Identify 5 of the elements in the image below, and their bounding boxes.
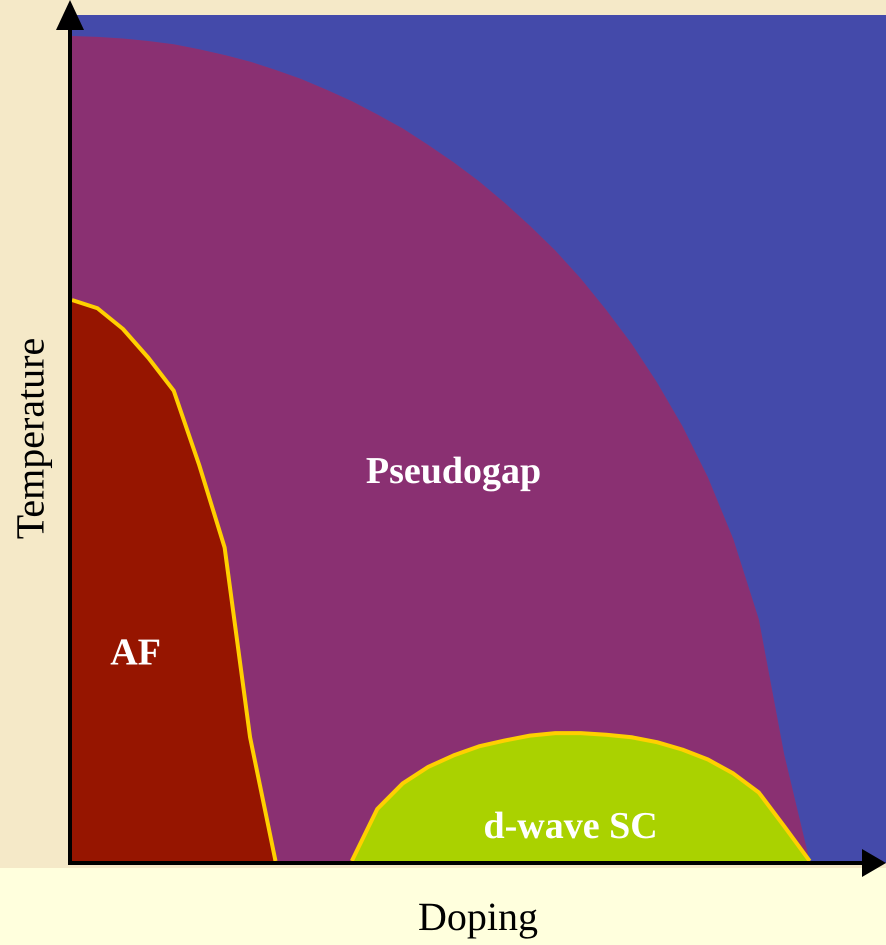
series-label: Pseudogap	[366, 450, 542, 492]
series-label: AF	[110, 632, 161, 674]
y-axis-title: Temperature	[6, 336, 54, 542]
x-axis-title: Doping	[417, 893, 539, 940]
series-label: d-wave SC	[483, 804, 658, 847]
